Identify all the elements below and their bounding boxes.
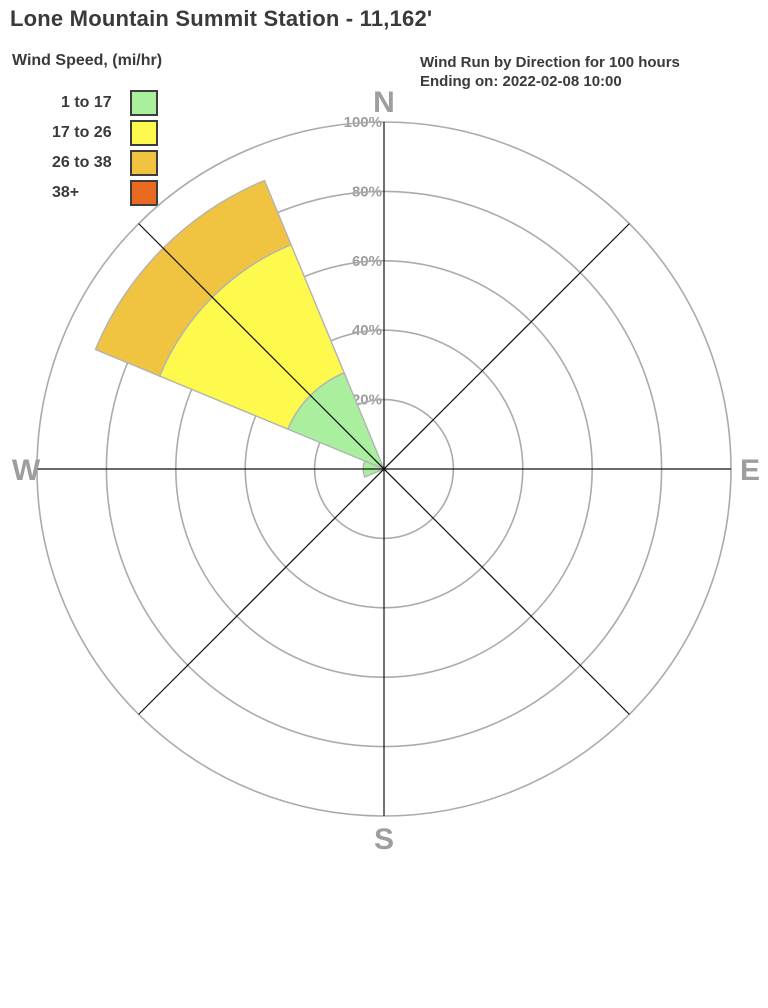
legend-label: 26 to 38 [52, 154, 112, 171]
legend-swatch-icon [130, 90, 158, 116]
legend-label: 1 to 17 [61, 94, 112, 111]
axis-line-135deg [138, 223, 630, 715]
legend-item-1: 17 to 26 [52, 118, 212, 148]
legend-rows: 1 to 17 17 to 26 26 to 38 38+ [52, 88, 212, 208]
compass-label-n: N [373, 86, 395, 119]
legend-swatch-icon [130, 120, 158, 146]
chart-subtitle: Wind Run by Direction for 100 hours Endi… [420, 53, 680, 91]
subtitle-line-1: Wind Run by Direction for 100 hours [420, 54, 680, 71]
compass-label-e: E [740, 454, 760, 487]
wind-speed-legend: Wind Speed, (mi/hr) 1 to 17 17 to 26 26 to… [12, 52, 163, 206]
legend-item-0: 1 to 17 [52, 88, 212, 118]
compass-label-w: W [12, 454, 41, 487]
legend-label: 38+ [52, 184, 80, 201]
compass-label-s: S [374, 823, 394, 856]
page-title: Lone Mountain Summit Station - 11,162' [10, 6, 433, 31]
legend-title: Wind Speed, (mi/hr) [12, 52, 163, 69]
legend-label: 17 to 26 [52, 124, 112, 141]
subtitle-line-2: Ending on: 2022-02-08 10:00 [420, 73, 622, 90]
legend-swatch-icon [130, 180, 158, 206]
legend-item-3: 38+ [52, 178, 212, 208]
legend-item-2: 26 to 38 [52, 148, 212, 178]
legend-swatch-icon [130, 150, 158, 176]
